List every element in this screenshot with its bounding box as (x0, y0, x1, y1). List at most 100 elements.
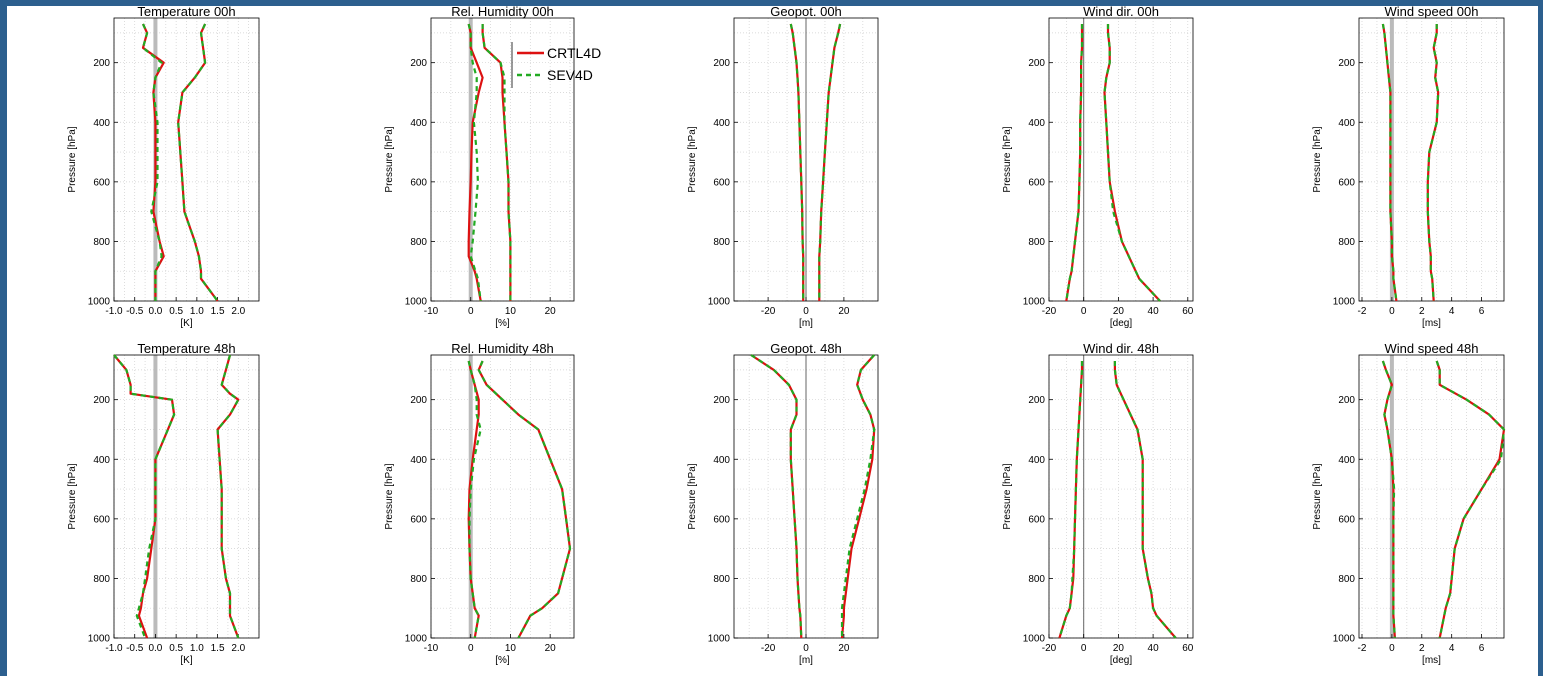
series-sev4d-rmse-line (216, 354, 240, 639)
x-axis-label: [ms] (1422, 318, 1441, 329)
series-crtl4d-rmse-line (477, 360, 572, 639)
series-sev4d-bias-line (1065, 24, 1084, 302)
series-sev4d-bias-line (467, 23, 482, 302)
xtick-label: 0 (1389, 643, 1395, 654)
plot-frame (1358, 17, 1505, 302)
y-axis-label: Pressure [hPa] (1312, 126, 1323, 192)
panel-title: Rel. Humidity 48h (451, 341, 554, 356)
panel-title: Temperature 00h (137, 6, 235, 19)
ytick-label: 600 (93, 514, 110, 525)
ytick-label: 400 (410, 118, 427, 129)
ytick-label: 800 (713, 237, 730, 248)
series-crtl4d-bias-line (141, 23, 165, 301)
series-sev4d-rmse-line (177, 23, 219, 302)
series-sev4d-bias-line (789, 23, 805, 301)
panel-1: 200 400 600 800 1000-1.0 -0.5 0.0 0.5 1.0 1.5 2.0 T… (67, 6, 260, 329)
y-axis-label: Pressure [hPa] (687, 463, 698, 529)
ytick-label: 800 (1028, 237, 1045, 248)
panel-7: 200 400 600 800 1000-10 0 10 20 Rel. Humidity 48… (384, 341, 575, 666)
ytick-label: 1000 (708, 297, 731, 308)
ytick-label: 600 (1028, 177, 1045, 188)
xtick-label: 0.0 (148, 643, 162, 654)
ytick-label: 400 (93, 455, 110, 466)
panel-5: 200 400 600 800 1000-2 0 2 4 6 Wind speed 00h [ms]… (1312, 6, 1505, 329)
xtick-label: 20 (545, 306, 557, 317)
series-sev4d-rmse-line (1113, 361, 1177, 639)
ytick-label: 800 (93, 237, 110, 248)
series-crtl4d-rmse-line (840, 354, 876, 639)
xtick-label: -2 (1358, 643, 1367, 654)
ytick-label: 800 (410, 237, 427, 248)
ytick-label: 400 (1028, 118, 1045, 129)
series-sev4d-bias-line (113, 354, 176, 639)
series-crtl4d-rmse-line (1113, 361, 1177, 639)
ytick-label: 200 (1338, 395, 1355, 406)
panel-9: 200 400 600 800 1000-20 0 20 40 60 Wind dir. 48h [… (1002, 341, 1194, 666)
ytick-label: 200 (410, 395, 427, 406)
panel-title: Geopot. 48h (770, 341, 842, 356)
ytick-label: 200 (410, 58, 427, 69)
ytick-label: 400 (410, 455, 427, 466)
ytick-label: 200 (1028, 58, 1045, 69)
series-crtl4d-rmse-line (1435, 360, 1506, 639)
series-crtl4d-rmse-line (177, 23, 219, 302)
xtick-label: 0 (468, 306, 474, 317)
ytick-label: 800 (93, 574, 110, 585)
plot-frame (113, 354, 260, 639)
panel-3: 200 400 600 800 1000 -20 0 20 Geopot. 00h [m] Pres… (687, 6, 879, 329)
ytick-label: 400 (1338, 455, 1355, 466)
xtick-label: 2.0 (231, 306, 245, 317)
plot-frame (430, 17, 575, 302)
xtick-label: 2.0 (231, 643, 245, 654)
ytick-label: 800 (1028, 574, 1045, 585)
ytick-label: 600 (410, 177, 427, 188)
xtick-label: 10 (505, 643, 517, 654)
xtick-label: 0.5 (169, 643, 183, 654)
series-sev4d-rmse-line (481, 24, 512, 301)
xtick-label: 1.0 (190, 306, 204, 317)
ytick-label: 600 (1338, 514, 1355, 525)
x-axis-label: [m] (799, 655, 813, 666)
panel-2: 200 400 600 800 1000-10 0 10 20 Rel. Humidity 00… (384, 6, 575, 329)
xtick-label: 1.0 (190, 643, 204, 654)
xtick-label: 6 (1479, 306, 1485, 317)
ytick-label: 800 (410, 574, 427, 585)
xtick-label: 0 (803, 306, 809, 317)
ytick-label: 600 (713, 177, 730, 188)
plot-frame (1048, 354, 1194, 639)
ytick-label: 200 (713, 58, 730, 69)
series-crtl4d-bias-line (113, 354, 176, 639)
xtick-label: 0 (468, 643, 474, 654)
panel-title: Rel. Humidity 00h (451, 6, 554, 19)
series-sev4d-rmse-line (1426, 24, 1440, 302)
series-sev4d-bias-line (141, 23, 163, 301)
series-sev4d-bias-line (1381, 23, 1398, 302)
xtick-label: 20 (1113, 306, 1125, 317)
ytick-label: 1000 (405, 297, 428, 308)
xtick-label: -1.0 (105, 306, 123, 317)
ytick-label: 600 (1028, 514, 1045, 525)
x-axis-label: [m] (799, 318, 813, 329)
y-axis-label: Pressure [hPa] (1002, 463, 1013, 529)
xtick-label: 4 (1449, 643, 1455, 654)
panel-title: Wind dir. 00h (1083, 6, 1159, 19)
panel-title: Wind speed 48h (1385, 341, 1479, 356)
xtick-label: 40 (1148, 643, 1160, 654)
series-crtl4d-rmse-line (818, 23, 842, 301)
panel-title: Wind speed 00h (1385, 6, 1479, 19)
x-axis-label: [K] (180, 318, 192, 329)
ytick-label: 400 (1338, 118, 1355, 129)
x-axis-label: [ms] (1422, 655, 1441, 666)
ytick-label: 200 (93, 58, 110, 69)
panel-6: 200 400 600 800 1000-1.0 -0.5 0.0 0.5 1.0 1.5 2.0 T… (67, 341, 260, 666)
ytick-label: 1000 (1023, 634, 1046, 645)
panel-title: Geopot. 00h (770, 6, 842, 19)
ytick-label: 400 (713, 118, 730, 129)
y-axis-label: Pressure [hPa] (67, 126, 78, 192)
xtick-label: 0.0 (148, 306, 162, 317)
ytick-label: 800 (1338, 237, 1355, 248)
xtick-label: -1.0 (105, 643, 123, 654)
ytick-label: 1000 (708, 634, 731, 645)
xtick-label: -20 (1042, 643, 1057, 654)
